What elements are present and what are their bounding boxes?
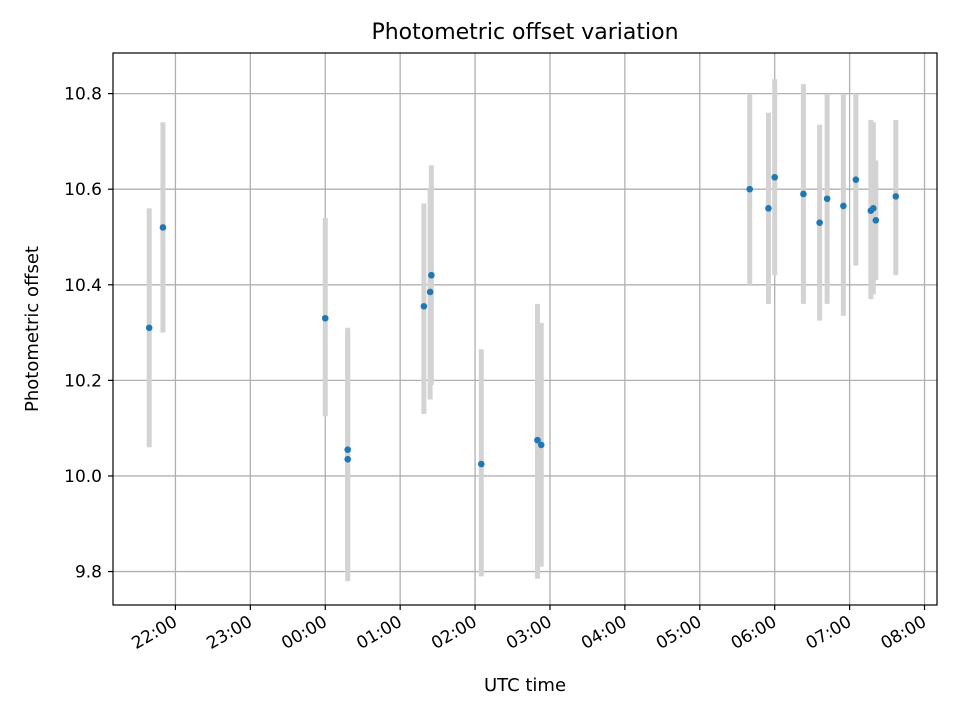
data-point	[870, 205, 877, 212]
data-point	[746, 185, 754, 193]
y-tick-label: 10.0	[64, 467, 102, 487]
data-point	[428, 271, 435, 279]
data-point	[816, 219, 823, 226]
y-axis-ticks: 9.8 10.0 10.2 10.4 10.6 10.8	[64, 85, 113, 583]
data-point	[840, 202, 847, 210]
data-point	[852, 176, 860, 183]
data-point	[321, 314, 329, 322]
data-point	[771, 173, 778, 181]
data-point	[344, 455, 352, 463]
data-point	[823, 195, 831, 203]
data-point	[872, 216, 880, 224]
data-points	[145, 173, 900, 468]
data-point	[344, 446, 352, 453]
y-tick-label: 10.6	[64, 180, 102, 200]
y-tick-label: 10.4	[64, 276, 102, 296]
data-point	[892, 193, 900, 200]
x-axis-label: UTC time	[484, 675, 566, 696]
data-point	[765, 205, 772, 212]
data-point	[534, 436, 541, 444]
data-point	[800, 190, 807, 198]
data-point	[426, 288, 434, 296]
data-point	[420, 302, 428, 310]
data-point	[159, 224, 167, 231]
y-tick-label: 10.8	[64, 85, 102, 105]
chart-title: Photometric offset variation	[371, 20, 678, 45]
y-tick-label: 9.8	[75, 563, 102, 583]
plot-frame	[112, 52, 938, 606]
y-axis-label: Photometric offset	[22, 246, 43, 412]
data-point	[145, 324, 153, 332]
data-point	[537, 441, 545, 449]
y-tick-label: 10.2	[64, 371, 102, 391]
data-point	[478, 460, 485, 468]
